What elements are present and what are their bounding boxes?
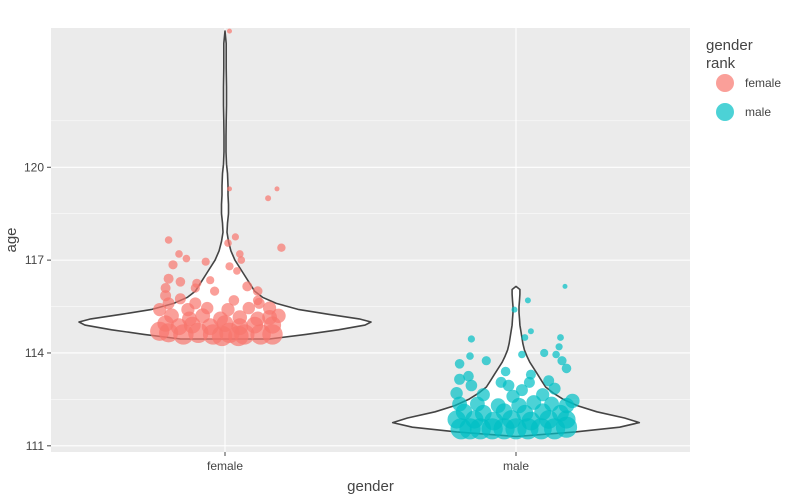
legend-title-line: gender xyxy=(706,37,753,54)
data-point-male[interactable] xyxy=(552,350,560,359)
data-point-female[interactable] xyxy=(175,250,183,258)
data-point-female[interactable] xyxy=(253,297,265,309)
data-point-male[interactable] xyxy=(500,366,511,377)
data-point-male[interactable] xyxy=(465,379,478,392)
x-axis-title: gender xyxy=(347,478,394,494)
data-point-female[interactable] xyxy=(224,239,232,247)
data-point-male[interactable] xyxy=(466,352,474,360)
x-tick-label-male: male xyxy=(503,459,529,473)
data-point-female[interactable] xyxy=(242,301,255,315)
data-point-male[interactable] xyxy=(527,328,534,335)
data-point-female[interactable] xyxy=(211,325,233,347)
data-point-male[interactable] xyxy=(521,334,529,341)
legend-swatch-female[interactable] xyxy=(716,74,734,92)
data-point-female[interactable] xyxy=(274,186,280,192)
data-point-male[interactable] xyxy=(481,356,491,366)
y-axis-title: age xyxy=(3,227,20,252)
data-point-male[interactable] xyxy=(555,343,563,351)
data-point-female[interactable] xyxy=(236,250,244,258)
data-point-male[interactable] xyxy=(454,373,466,385)
data-point-female[interactable] xyxy=(210,286,220,296)
data-point-female[interactable] xyxy=(192,278,202,288)
data-point-male[interactable] xyxy=(524,297,531,304)
data-point-female[interactable] xyxy=(164,236,173,244)
data-point-female[interactable] xyxy=(225,262,234,271)
data-point-male[interactable] xyxy=(454,359,465,369)
data-point-female[interactable] xyxy=(162,297,175,310)
data-point-male[interactable] xyxy=(467,335,475,343)
data-point-female[interactable] xyxy=(206,276,215,285)
legend-swatch-male[interactable] xyxy=(716,103,734,121)
data-point-male[interactable] xyxy=(562,283,568,289)
data-point-female[interactable] xyxy=(227,28,232,34)
data-point-male[interactable] xyxy=(561,363,572,374)
data-point-female[interactable] xyxy=(182,254,191,263)
data-point-male[interactable] xyxy=(515,384,528,397)
data-point-female[interactable] xyxy=(153,303,167,317)
data-point-male[interactable] xyxy=(555,416,578,438)
data-point-female[interactable] xyxy=(173,324,194,345)
data-point-female[interactable] xyxy=(163,273,174,284)
data-point-female[interactable] xyxy=(228,295,240,306)
y-tick-label: 114 xyxy=(25,346,44,360)
data-point-male[interactable] xyxy=(502,379,515,392)
data-point-female[interactable] xyxy=(237,256,246,264)
y-tick-label: 117 xyxy=(25,253,44,267)
y-tick-label: 111 xyxy=(26,439,45,453)
data-point-female[interactable] xyxy=(174,293,186,305)
data-point-male[interactable] xyxy=(548,382,561,395)
data-point-female[interactable] xyxy=(277,243,286,252)
legend-title-line: rank xyxy=(706,55,736,72)
x-tick-label-female: female xyxy=(207,459,243,473)
data-point-female[interactable] xyxy=(252,286,263,296)
data-point-female[interactable] xyxy=(233,267,241,275)
data-point-male[interactable] xyxy=(511,306,518,313)
legend-label-male[interactable]: male xyxy=(745,105,771,119)
data-point-female[interactable] xyxy=(201,257,210,266)
y-tick-label: 120 xyxy=(24,160,44,174)
data-point-male[interactable] xyxy=(540,348,549,358)
data-point-female[interactable] xyxy=(188,322,209,343)
data-point-female[interactable] xyxy=(175,277,186,287)
data-point-male[interactable] xyxy=(450,387,463,400)
data-point-male[interactable] xyxy=(463,370,474,382)
data-point-female[interactable] xyxy=(265,195,272,202)
points-layer xyxy=(150,28,580,440)
data-point-female[interactable] xyxy=(231,233,239,241)
data-point-female[interactable] xyxy=(242,281,253,292)
data-point-male[interactable] xyxy=(518,350,526,359)
data-point-male[interactable] xyxy=(557,334,564,341)
data-point-female[interactable] xyxy=(228,325,249,347)
legend-label-female[interactable]: female xyxy=(745,76,781,90)
data-point-female[interactable] xyxy=(150,321,170,341)
data-point-male[interactable] xyxy=(557,356,567,366)
x-axis: female male xyxy=(207,452,529,473)
data-point-female[interactable] xyxy=(168,260,178,270)
data-point-female[interactable] xyxy=(227,186,232,192)
plot-panel xyxy=(51,28,690,452)
data-point-female[interactable] xyxy=(160,283,171,293)
data-point-male[interactable] xyxy=(523,376,535,388)
y-axis: 111 114 117 120 xyxy=(24,160,51,453)
data-point-female[interactable] xyxy=(262,324,283,345)
